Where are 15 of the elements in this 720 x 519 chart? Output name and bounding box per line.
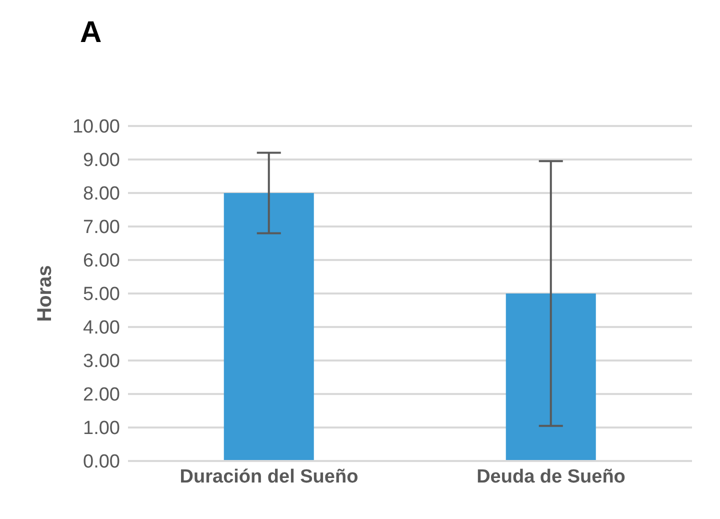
y-tick-label: 6.00 [83, 250, 120, 272]
y-tick-label: 7.00 [83, 217, 120, 238]
x-tick-label: Duración del Sueño [180, 466, 358, 488]
y-tick-label: 2.00 [83, 384, 120, 406]
y-tick-label: 8.00 [83, 184, 120, 205]
y-tick-label: 10.00 [72, 116, 120, 138]
x-tick-label: Deuda de Sueño [476, 466, 626, 488]
chart-title: A [80, 16, 102, 50]
y-tick-label: 5.00 [83, 284, 120, 306]
y-axis-title: Horas [34, 265, 56, 322]
y-tick-label: 3.00 [83, 351, 120, 372]
y-tick-label: 4.00 [83, 318, 120, 339]
y-tick-label: 0.00 [83, 452, 120, 473]
y-tick-label: 1.00 [83, 418, 120, 440]
y-tick-label: 9.00 [83, 150, 120, 172]
